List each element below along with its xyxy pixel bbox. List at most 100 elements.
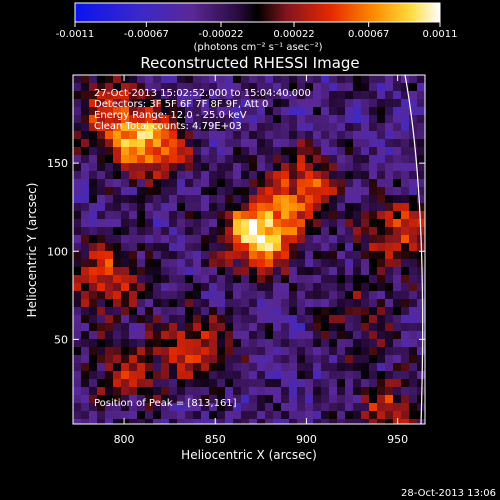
heatmap-cell [273,155,282,164]
heatmap-cell [217,107,226,116]
heatmap-cell [225,315,234,324]
heatmap-cell [217,115,226,124]
heatmap-cell [401,267,410,276]
heatmap-cell [289,339,298,348]
heatmap-cell [169,371,178,380]
heatmap-cell [385,75,394,84]
heatmap-cell [161,291,170,300]
heatmap-cell [393,363,402,372]
heatmap-cell [289,331,298,340]
heatmap-cell [97,299,106,308]
heatmap-cell [385,179,394,188]
heatmap-cell [105,227,114,236]
heatmap-cell [249,299,258,308]
heatmap-cell [145,363,154,372]
heatmap-cell [201,107,210,116]
heatmap-cell [217,419,226,424]
heatmap-cell [329,211,338,220]
heatmap-cell [321,171,330,180]
heatmap-cell [217,131,226,140]
heatmap-cell [257,107,266,116]
colorbar-tick-label: -0.00067 [124,29,169,40]
heatmap-cell [129,91,138,100]
heatmap-cell [289,307,298,316]
heatmap-cell [185,107,194,116]
heatmap-cell [153,307,162,316]
heatmap-cell [393,187,402,196]
heatmap-cell [321,163,330,172]
heatmap-cell [369,379,378,388]
heatmap-cell [145,403,154,412]
heatmap-cell [129,107,138,116]
heatmap-cell [289,179,298,188]
heatmap-cell [201,115,210,124]
annotation-detectors: Detectors: 3F 5F 6F 7F 8F 9F, Att 0 [94,99,268,110]
heatmap-cell [369,251,378,260]
heatmap-cell [137,315,146,324]
heatmap-cell [297,211,306,220]
heatmap-cell [193,195,202,204]
heatmap-cell [193,387,202,396]
heatmap-cell [313,323,322,332]
heatmap-cell [281,307,290,316]
heatmap-cell [401,307,410,316]
heatmap-cell [345,163,354,172]
heatmap-cell [145,195,154,204]
heatmap-cell [369,227,378,236]
heatmap-cell [137,75,146,84]
heatmap-cell [121,147,130,156]
heatmap-cell [297,315,306,324]
heatmap-cell [193,243,202,252]
heatmap-cell [185,227,194,236]
heatmap-cell [369,211,378,220]
heatmap-cell [265,227,274,236]
colorbar-units-label: (photons cm⁻² s⁻¹ asec⁻²) [193,42,322,53]
heatmap-cell [417,219,425,228]
heatmap-cell [401,403,410,412]
heatmap-cell [169,323,178,332]
heatmap-cell [361,403,370,412]
heatmap-cell [281,347,290,356]
heatmap-cell [401,243,410,252]
heatmap-cell [73,299,82,308]
heatmap-cell [353,267,362,276]
heatmap-cell [361,155,370,164]
date-stamp: 28-Oct-2013 13:06 [401,488,496,499]
heatmap-cell [97,243,106,252]
heatmap-cell [137,323,146,332]
heatmap-cell [249,163,258,172]
heatmap-cell [73,387,82,396]
heatmap-cell [177,195,186,204]
heatmap-cell [409,139,418,148]
heatmap-cell [377,395,386,404]
heatmap-cell [185,99,194,108]
heatmap-cell [169,123,178,132]
heatmap-cell [233,291,242,300]
heatmap-cell [113,243,122,252]
heatmap-cell [145,115,154,124]
heatmap-cell [217,243,226,252]
heatmap-cell [177,219,186,228]
heatmap-cell [281,171,290,180]
heatmap-cell [241,123,250,132]
heatmap-cell [377,219,386,228]
heatmap-cell [249,283,258,292]
heatmap-cell [233,315,242,324]
heatmap-cell [137,107,146,116]
heatmap-cell [257,139,266,148]
heatmap-cell [177,115,186,124]
heatmap-cell [329,187,338,196]
heatmap-cell [137,163,146,172]
heatmap-cell [249,419,258,424]
heatmap-cell [241,347,250,356]
heatmap-cell [241,371,250,380]
heatmap-cell [161,187,170,196]
heatmap-cell [217,163,226,172]
heatmap-cell [273,395,282,404]
heatmap-cell [393,235,402,244]
heatmap-cell [257,331,266,340]
heatmap-cell [257,323,266,332]
heatmap-cell [281,83,290,92]
heatmap-cell [105,203,114,212]
heatmap-cell [297,83,306,92]
